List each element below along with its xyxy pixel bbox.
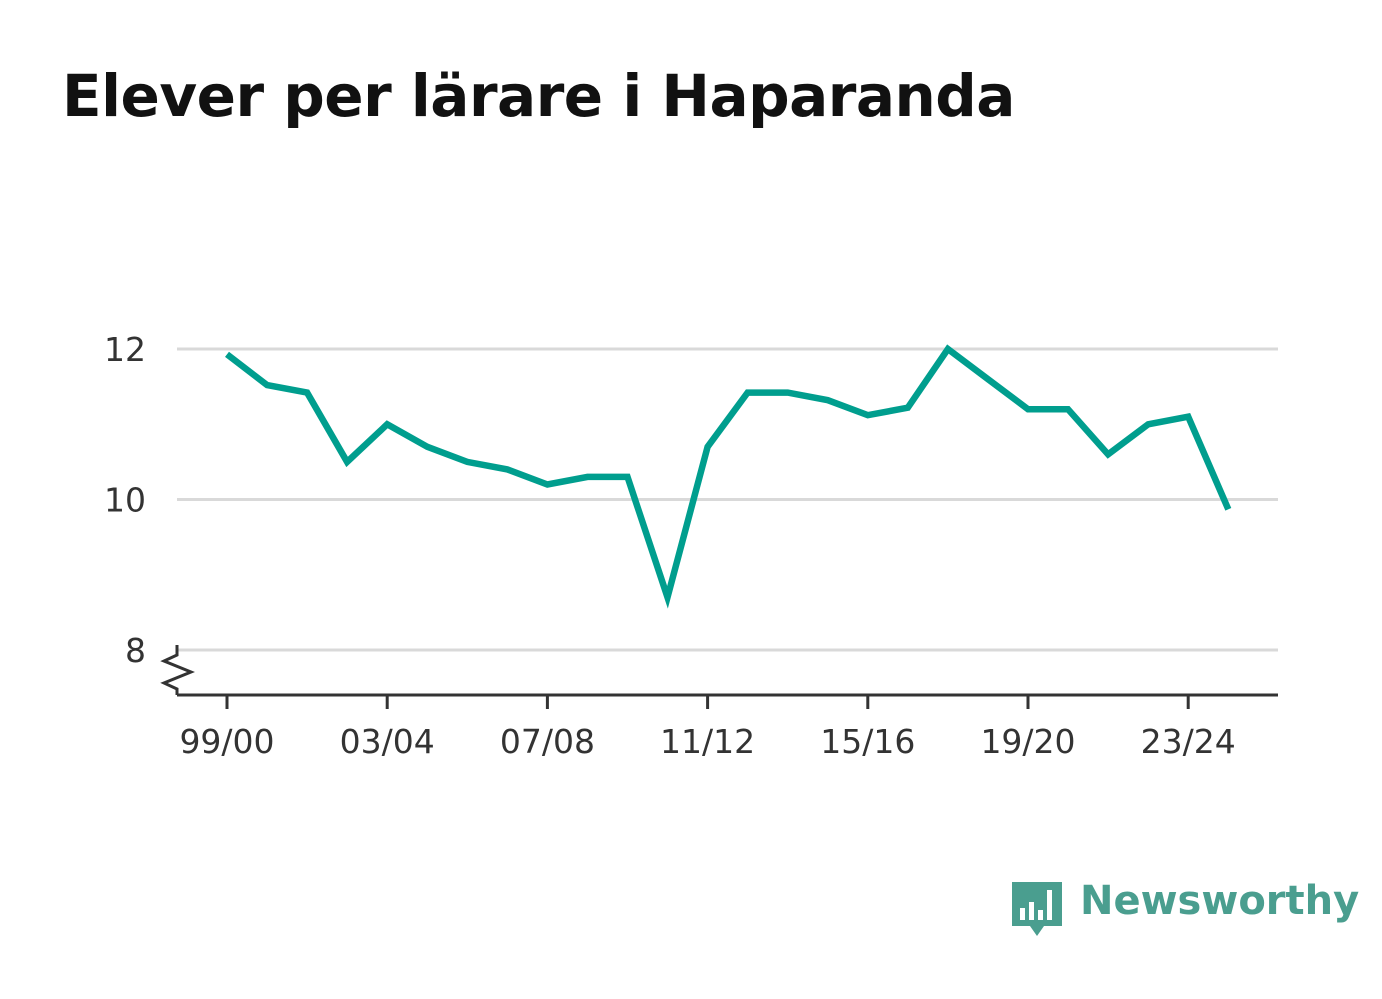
- axes: 8 10 12 99/00 03/04 07/08 11/12 15/16 19/20 23/24: [104, 330, 1278, 761]
- bar-chart-speech-bubble-icon: [1012, 882, 1062, 936]
- y-axis-break: [160, 645, 195, 695]
- series-layer: [225, 344, 1232, 609]
- y-tick-label: 12: [104, 330, 146, 369]
- gridlines: [177, 347, 1278, 652]
- x-tick-label: 11/12: [660, 722, 755, 761]
- x-tick-label: 03/04: [340, 722, 435, 761]
- series-line-0: [225, 344, 1232, 609]
- y-tick-label: 10: [104, 481, 146, 520]
- y-tick-label: 8: [125, 631, 146, 670]
- newsworthy-logo: Newsworthy: [1010, 876, 1359, 946]
- logo-bar: [1038, 910, 1043, 920]
- x-tick-label: 99/00: [179, 722, 274, 761]
- brand-name: Newsworthy: [1080, 878, 1360, 924]
- x-tick-label: 07/08: [500, 722, 595, 761]
- logo-bar: [1047, 890, 1052, 920]
- x-tick-label: 15/16: [820, 722, 915, 761]
- logo-bubble: [1012, 882, 1062, 936]
- chart-title: Elever per lärare i Haparanda: [62, 62, 1015, 130]
- logo-bar: [1020, 908, 1025, 920]
- x-tick-label: 19/20: [980, 722, 1075, 761]
- logo-bar: [1029, 902, 1034, 920]
- x-tick-label: 23/24: [1141, 722, 1236, 761]
